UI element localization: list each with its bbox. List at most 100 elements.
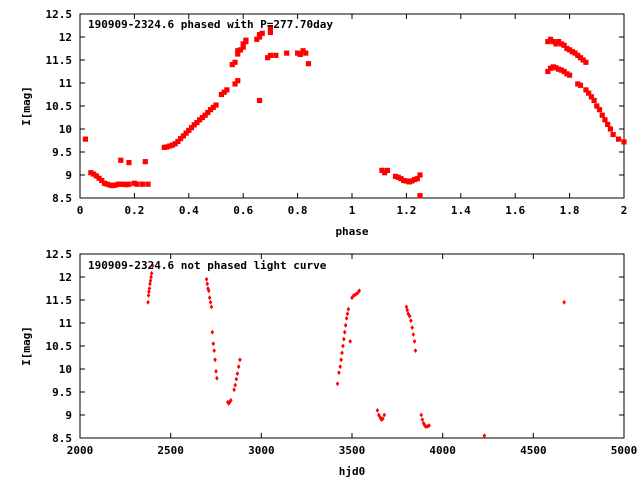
plot-frame <box>79 13 625 199</box>
x-axis-ticks: 2000 2500 3000 3500 4000 4500 5000 <box>67 254 637 457</box>
data-point <box>404 304 409 310</box>
data-point <box>605 121 611 127</box>
data-point <box>596 107 603 113</box>
data-point <box>146 293 151 298</box>
data-point <box>297 51 303 58</box>
data-point <box>411 332 416 337</box>
data-point <box>412 339 417 344</box>
data-point <box>232 81 238 87</box>
data-point <box>561 42 567 48</box>
data-point <box>419 412 424 418</box>
data-point <box>352 293 356 298</box>
data-point <box>149 274 153 280</box>
data-point <box>186 127 192 133</box>
x-tick-label: 1.8 <box>560 204 580 217</box>
data-point <box>340 350 344 356</box>
data-point <box>558 67 565 73</box>
x-tick-label: 0.4 <box>179 204 199 217</box>
x-tick-label: 3000 <box>248 444 275 457</box>
data-point <box>161 144 167 150</box>
data-point <box>564 71 570 77</box>
data-point <box>342 329 347 335</box>
data-point <box>344 316 349 321</box>
data-point <box>343 322 348 328</box>
x-tick-label: 0.8 <box>288 204 308 217</box>
data-point <box>411 177 418 183</box>
data-point <box>149 270 154 276</box>
y-tick-label: 12 <box>59 271 72 284</box>
data-point <box>547 36 554 42</box>
data-point <box>120 181 127 187</box>
data-point <box>235 371 240 376</box>
data-point <box>210 104 216 110</box>
data-point <box>406 179 412 185</box>
y-tick-label: 9 <box>65 169 72 182</box>
data-point <box>148 278 153 284</box>
y-axis-label: I[mag] <box>20 326 33 366</box>
data-point <box>561 68 567 75</box>
data-point <box>146 299 150 305</box>
data-point <box>126 181 132 187</box>
data-point <box>188 125 195 131</box>
data-point <box>197 117 203 123</box>
data-point <box>208 299 213 305</box>
data-point <box>202 112 208 118</box>
data-point <box>183 130 189 136</box>
data-point <box>384 167 390 173</box>
chart-title: 190909-2324.6 phased with P=277.70day <box>88 18 333 31</box>
data-point <box>172 141 178 147</box>
data-point <box>207 295 212 301</box>
data-point <box>567 72 573 78</box>
data-point <box>147 289 151 295</box>
x-tick-label: 0.6 <box>233 204 253 217</box>
data-point <box>284 50 290 56</box>
x-axis-label: phase <box>335 225 368 238</box>
data-point <box>588 94 594 100</box>
y-tick-label: 11 <box>59 317 73 330</box>
data-point <box>115 181 121 187</box>
data-point <box>214 368 218 374</box>
data-point <box>348 339 352 344</box>
data-point <box>375 408 380 413</box>
data-point <box>558 41 565 47</box>
x-tick-label: 4500 <box>520 444 547 457</box>
data-point <box>575 52 581 58</box>
data-point <box>405 307 410 313</box>
y-tick-label: 9.5 <box>52 386 72 399</box>
x-tick-label: 2 <box>621 204 628 217</box>
data-point <box>346 306 351 312</box>
data-point <box>410 325 415 330</box>
data-point <box>577 55 584 61</box>
data-point <box>615 136 622 142</box>
data-point <box>607 126 613 132</box>
data-point <box>580 57 586 63</box>
data-point <box>204 276 209 282</box>
data-point <box>341 343 345 349</box>
data-point <box>235 48 241 54</box>
data-point <box>205 109 211 116</box>
data-point <box>556 39 562 45</box>
data-point <box>553 65 559 71</box>
data-point <box>572 50 578 56</box>
data-point <box>599 112 605 118</box>
data-point <box>205 281 210 287</box>
y-tick-label: 12.5 <box>46 8 73 21</box>
data-point <box>586 90 592 96</box>
data-point <box>191 122 197 128</box>
data-point <box>167 143 173 149</box>
data-point <box>213 102 219 108</box>
data-point <box>357 288 362 294</box>
data-point <box>178 136 184 142</box>
data-point <box>112 182 118 188</box>
data-point <box>235 78 241 84</box>
data-point <box>417 193 423 199</box>
data-point <box>126 159 132 166</box>
y-tick-label: 11.5 <box>46 54 73 67</box>
data-point <box>256 97 263 104</box>
data-point <box>381 416 385 422</box>
data-point <box>267 52 273 58</box>
data-point <box>545 39 551 45</box>
data-point <box>382 170 388 176</box>
data-point <box>378 414 382 420</box>
y-axis-ticks: 8.5 9 9.5 10 10.5 11 11.5 12 12.5 <box>46 248 624 445</box>
